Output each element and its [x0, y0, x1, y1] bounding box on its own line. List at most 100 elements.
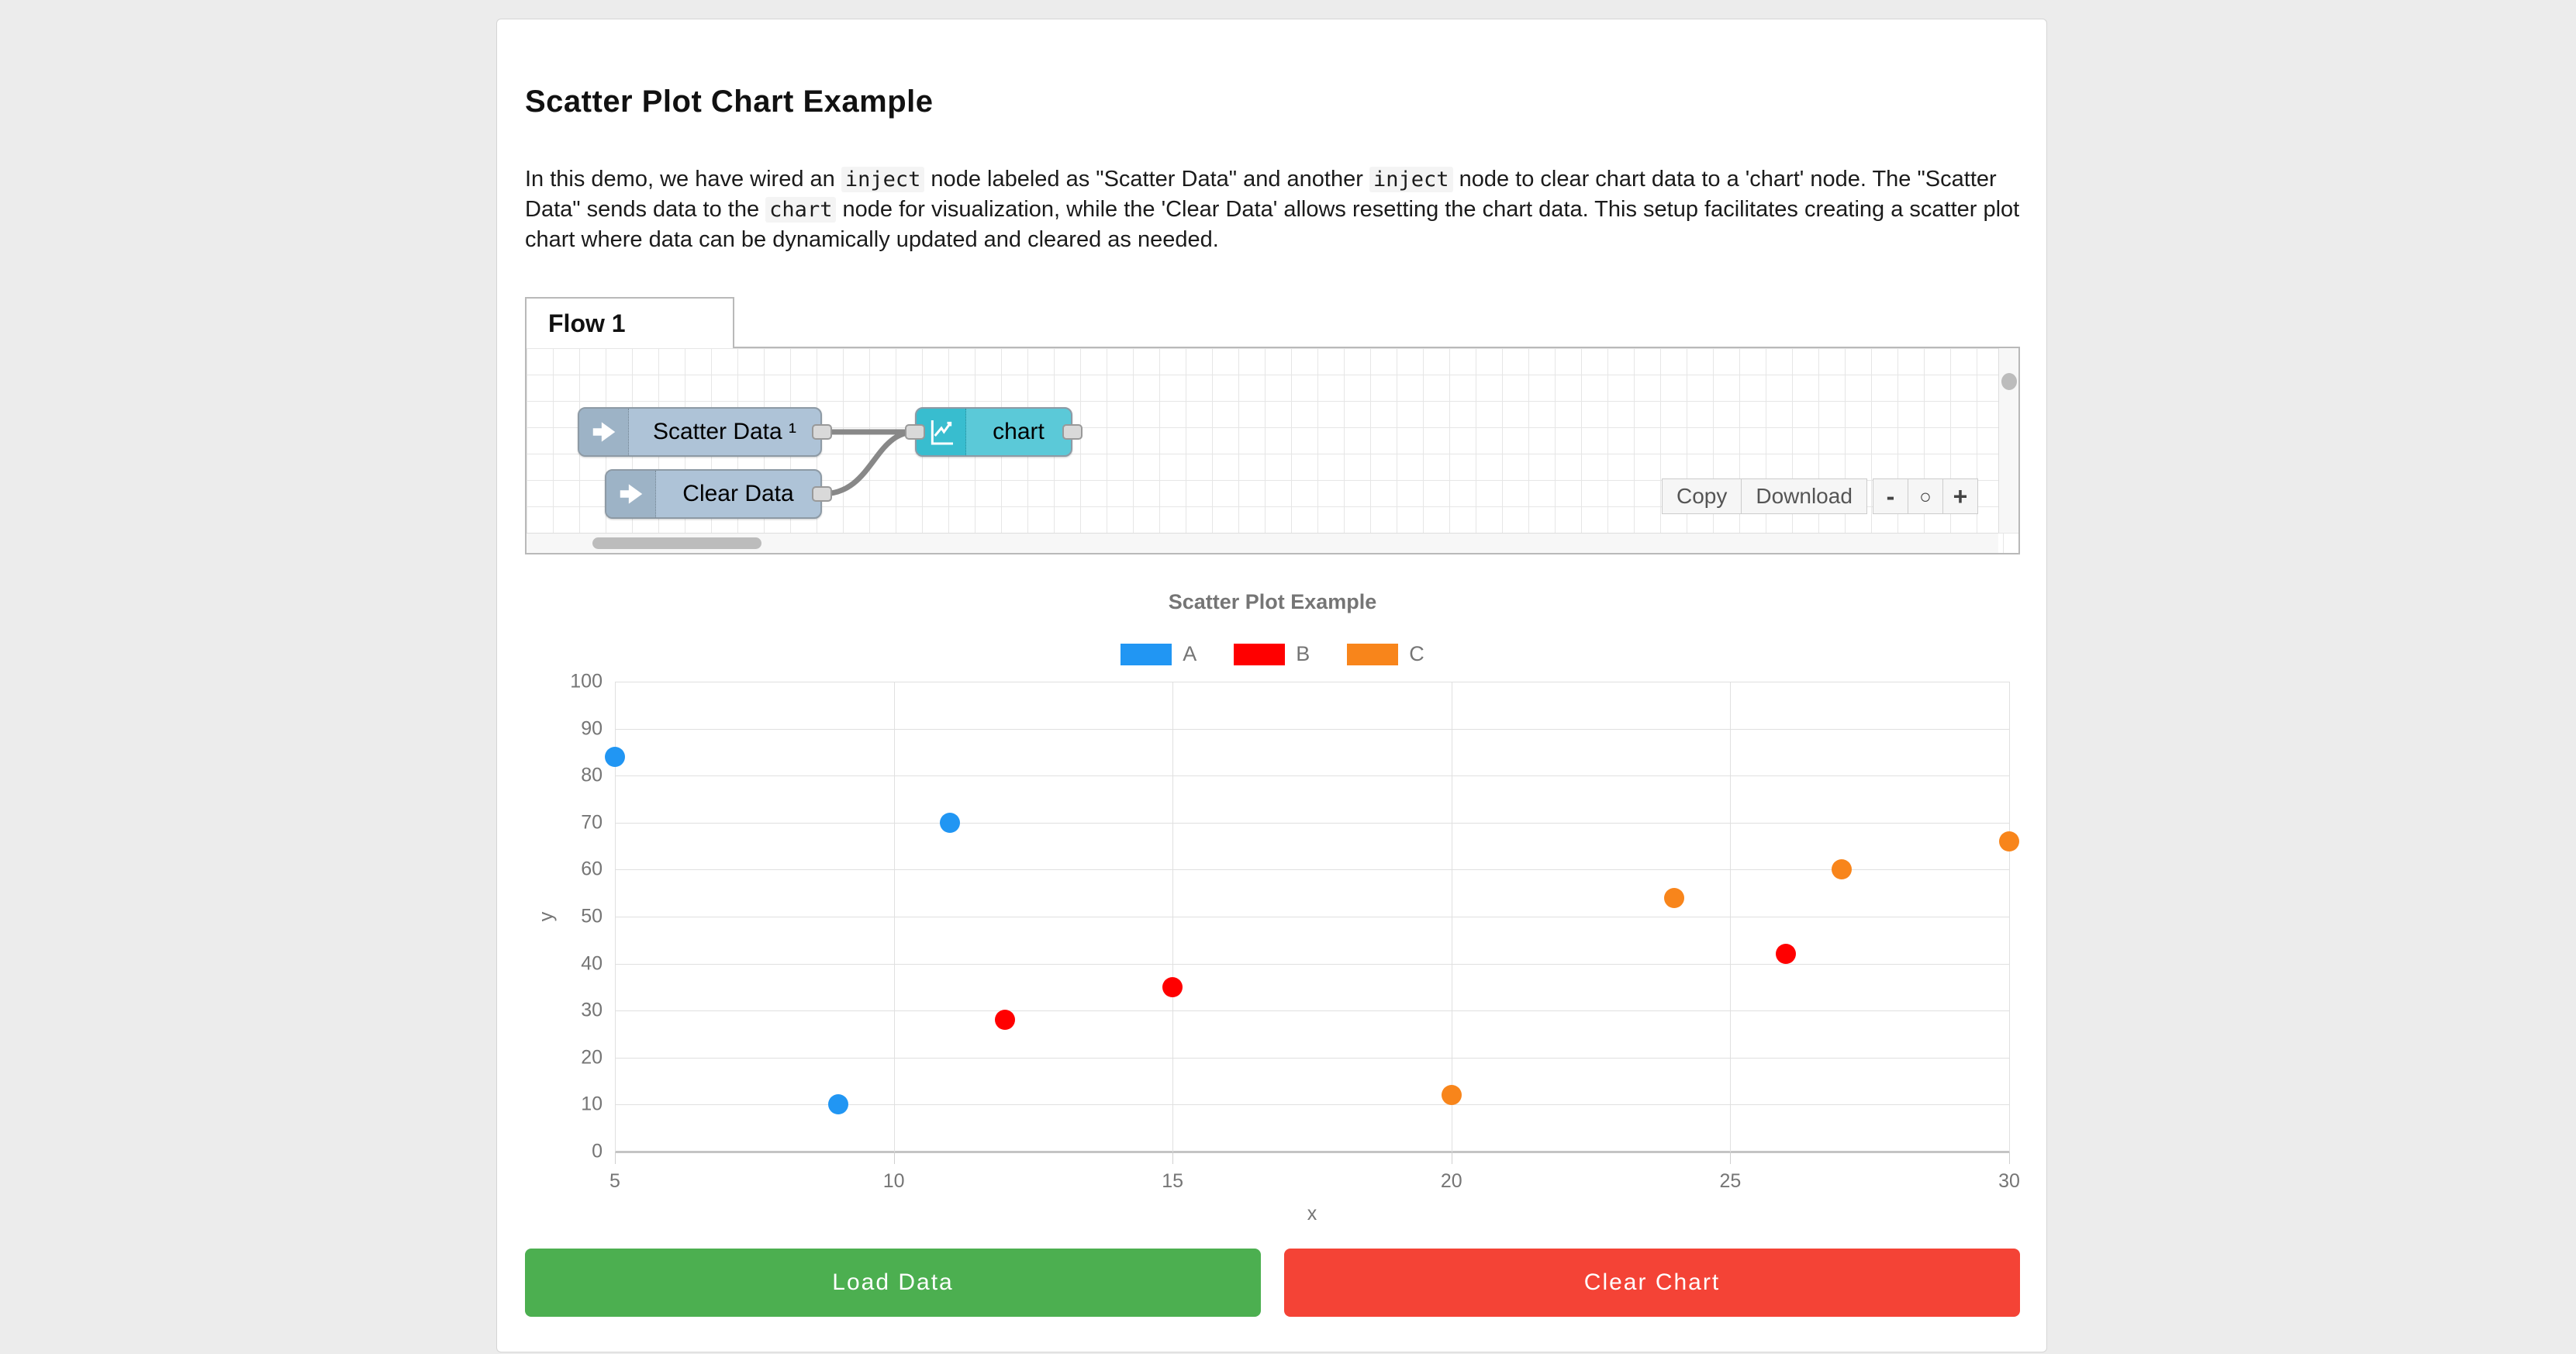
flow-editor: Flow 1 Scatter Data ¹	[525, 297, 2020, 554]
y-gridline	[615, 775, 2009, 777]
description-text: In this demo, we have wired an	[525, 167, 841, 192]
x-tick-label: 30	[1998, 1170, 2020, 1192]
content-card: Scatter Plot Chart Example In this demo,…	[496, 19, 2047, 1352]
x-tick-mark	[2009, 1152, 2010, 1164]
port-scatter-output[interactable]	[812, 424, 832, 440]
x-tick-label: 15	[1162, 1170, 1184, 1192]
wires-layer	[819, 429, 918, 497]
zoom-reset-button[interactable]: ○	[1908, 478, 1943, 514]
inline-code: inject	[1369, 167, 1453, 192]
chart-legend: A B C	[525, 642, 2020, 666]
y-tick-label: 100	[570, 670, 603, 693]
chart-title: Scatter Plot Example	[1168, 590, 1377, 613]
y-tick-label: 60	[581, 858, 603, 880]
y-tick-label: 80	[581, 764, 603, 786]
y-tick-label: 40	[581, 952, 603, 975]
y-tick-label: 30	[581, 999, 603, 1021]
y-tick-label: 10	[581, 1093, 603, 1115]
y-tick-label: 0	[592, 1140, 603, 1162]
y-gridline	[615, 869, 2009, 871]
x-tick-label: 5	[609, 1170, 620, 1192]
x-gridline	[2009, 682, 2010, 1152]
zoom-in-button[interactable]: +	[1942, 478, 1978, 514]
x-gridline	[1172, 682, 1174, 1152]
legend-item-C[interactable]: C	[1347, 642, 1424, 666]
data-point-A	[939, 812, 960, 833]
flow-canvas[interactable]: Scatter Data ¹ Clear Data	[525, 347, 2020, 554]
inline-code: chart	[765, 197, 837, 223]
wire-clear-to-chart	[819, 429, 918, 497]
zoom-controls: - ○ +	[1873, 478, 1978, 514]
x-tick-label: 20	[1440, 1170, 1462, 1192]
x-tick-mark	[1172, 1152, 1174, 1164]
data-point-C	[1832, 859, 1853, 880]
legend-label-A: A	[1183, 642, 1197, 665]
data-point-C	[1664, 887, 1685, 908]
node-label: Scatter Data ¹	[652, 419, 797, 444]
flow-toolbar: Copy Download	[1662, 478, 1867, 514]
tab-flow-1[interactable]: Flow 1	[525, 297, 734, 348]
y-gridline	[615, 1151, 2009, 1153]
data-point-C	[1441, 1085, 1462, 1106]
inline-code: inject	[841, 167, 925, 192]
node-scatter-data[interactable]: Scatter Data ¹	[578, 407, 822, 457]
page-title: Scatter Plot Chart Example	[525, 85, 934, 119]
node-label: Clear Data	[682, 481, 794, 506]
x-axis-title: x	[1307, 1203, 1317, 1224]
vertical-scrollbar	[1998, 348, 2018, 533]
legend-label-B: B	[1296, 642, 1310, 665]
data-point-B	[995, 1010, 1016, 1031]
x-tick-label: 25	[1719, 1170, 1742, 1192]
description-text: node labeled as "Scatter Data" and anoth…	[924, 167, 1369, 192]
y-gridline	[615, 1104, 2009, 1106]
x-tick-label: 10	[882, 1170, 905, 1192]
load-data-button[interactable]: Load Data	[525, 1249, 1261, 1317]
clear-chart-button[interactable]: Clear Chart	[1284, 1249, 2020, 1317]
download-button[interactable]: Download	[1741, 478, 1867, 514]
scatter-plot-area: y x 0 10 20 30 40 50 60 70 80 90 100 5 10 15 20 25 30	[536, 671, 2020, 1225]
x-tick-mark	[615, 1152, 616, 1164]
legend-item-A[interactable]: A	[1121, 642, 1196, 666]
legend-swatch-C	[1347, 643, 1399, 665]
legend-swatch-A	[1121, 643, 1172, 665]
data-point-B	[1162, 976, 1183, 997]
port-chart-input[interactable]	[905, 424, 925, 440]
description-text: node for visualization, while the 'Clear…	[525, 197, 2020, 252]
y-gridline	[615, 822, 2009, 824]
action-buttons: Load Data Clear Chart	[525, 1249, 2020, 1317]
copy-button[interactable]: Copy	[1662, 478, 1742, 514]
zoom-out-button[interactable]: -	[1873, 478, 1908, 514]
y-gridline	[615, 1057, 2009, 1059]
y-tick-label: 70	[581, 811, 603, 834]
data-point-A	[827, 1094, 848, 1115]
data-point-C	[1999, 831, 2019, 852]
node-chart[interactable]: chart	[915, 407, 1072, 457]
port-clear-output[interactable]	[812, 486, 832, 502]
data-point-A	[605, 746, 625, 767]
y-tick-label: 20	[581, 1046, 603, 1069]
legend-item-B[interactable]: B	[1234, 642, 1310, 666]
x-tick-mark	[893, 1152, 895, 1164]
x-gridline	[615, 682, 616, 1152]
x-gridline	[1730, 682, 1732, 1152]
legend-label-C: C	[1409, 642, 1424, 665]
y-tick-label: 90	[581, 717, 603, 740]
horizontal-scrollbar	[527, 533, 1998, 553]
horizontal-scrollbar-thumb[interactable]	[592, 537, 761, 549]
y-tick-label: 50	[581, 905, 603, 927]
description-paragraph: In this demo, we have wired an inject no…	[525, 164, 2020, 255]
port-chart-output[interactable]	[1062, 424, 1083, 440]
node-clear-data[interactable]: Clear Data	[605, 469, 822, 519]
tab-flow-1-label: Flow 1	[548, 309, 626, 337]
legend-swatch-B	[1234, 643, 1286, 665]
vertical-scrollbar-thumb[interactable]	[2001, 373, 2017, 390]
y-gridline	[615, 728, 2009, 730]
y-gridline	[615, 1010, 2009, 1012]
x-gridline	[893, 682, 895, 1152]
x-tick-mark	[1730, 1152, 1732, 1164]
node-label: chart	[993, 419, 1045, 444]
y-axis-title: y	[535, 911, 558, 922]
data-point-B	[1776, 944, 1797, 965]
description-text: node to clear chart data to a 'chart' no…	[525, 167, 1997, 222]
inject-icon	[579, 409, 629, 455]
